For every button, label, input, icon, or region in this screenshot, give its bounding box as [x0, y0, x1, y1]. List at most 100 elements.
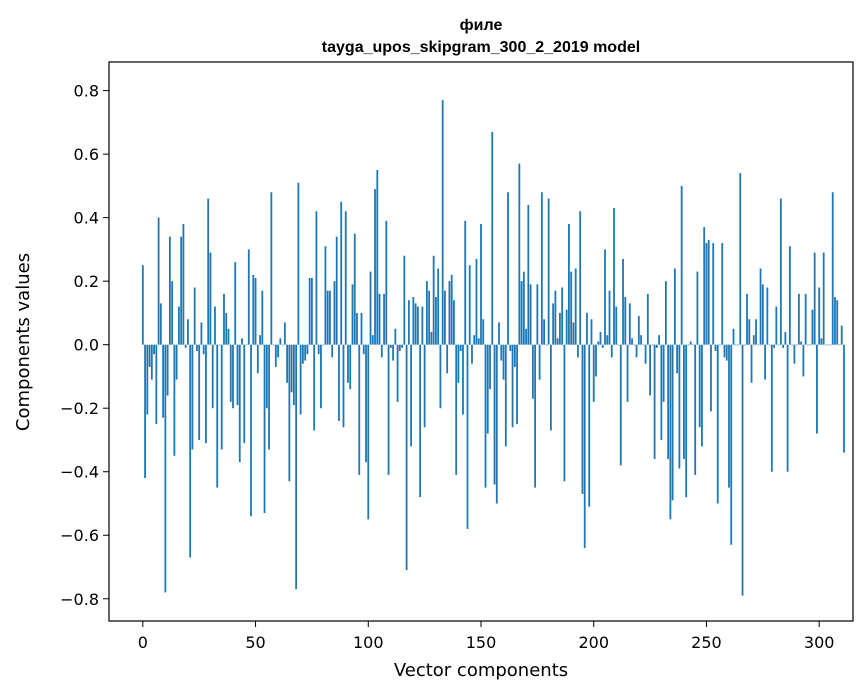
- bar: [581, 344, 584, 494]
- bar: [435, 297, 437, 345]
- bar: [394, 328, 397, 345]
- bar: [333, 281, 336, 345]
- plot-frame: [108, 61, 854, 622]
- bar: [214, 306, 216, 345]
- bar: [597, 341, 600, 345]
- bar: [234, 262, 237, 345]
- bar: [768, 344, 771, 346]
- bar: [288, 344, 291, 482]
- bar: [784, 331, 787, 345]
- bar: [306, 344, 309, 355]
- bar: [725, 344, 728, 361]
- bar: [653, 344, 656, 460]
- y-tick-label: −0.2: [60, 399, 99, 418]
- bar: [683, 344, 685, 460]
- bar: [701, 344, 703, 447]
- bar: [678, 344, 681, 469]
- bar: [644, 344, 647, 364]
- bar: [252, 274, 255, 345]
- bar: [297, 182, 300, 345]
- bar: [459, 344, 462, 352]
- bar: [563, 344, 566, 482]
- bar: [613, 208, 615, 345]
- bar: [795, 344, 798, 346]
- bar: [761, 284, 764, 345]
- bar: [146, 344, 149, 415]
- bar: [166, 344, 169, 396]
- bar: [245, 344, 248, 346]
- bar: [827, 344, 830, 346]
- bar: [669, 344, 672, 520]
- bar: [180, 236, 183, 345]
- y-axis-ticks: −0.8 −0.6 −0.4 −0.2 0.0 0.2 0.4 0.6 0.8: [60, 82, 109, 609]
- bar: [196, 344, 198, 352]
- bar: [520, 281, 523, 345]
- bar: [831, 192, 834, 345]
- bar: [529, 284, 532, 345]
- y-tick-label: 0.2: [74, 272, 99, 291]
- bar: [398, 344, 401, 352]
- bar: [491, 131, 494, 345]
- bar: [453, 300, 455, 345]
- bar: [220, 344, 223, 450]
- bar: [502, 344, 505, 380]
- bar: [741, 344, 744, 596]
- bar: [619, 344, 622, 466]
- bar: [689, 341, 692, 345]
- bar: [746, 293, 748, 345]
- bar: [606, 335, 609, 345]
- bar: [838, 344, 841, 346]
- bar: [565, 309, 568, 345]
- bar: [189, 344, 192, 558]
- bar: [822, 252, 825, 345]
- x-tick-label: 0: [138, 633, 148, 652]
- bar: [320, 344, 322, 409]
- bar: [680, 185, 683, 345]
- bar: [543, 319, 546, 345]
- bar: [595, 344, 597, 377]
- bar: [714, 344, 717, 352]
- bar: [198, 344, 201, 440]
- bar: [299, 344, 302, 415]
- bar: [168, 236, 171, 345]
- bar: [536, 284, 539, 345]
- bar: [640, 335, 642, 345]
- bar: [486, 344, 489, 434]
- bar: [322, 344, 325, 346]
- bar: [628, 303, 631, 345]
- bar: [403, 255, 406, 345]
- bar: [843, 344, 845, 453]
- bar: [791, 344, 794, 346]
- bar: [779, 198, 782, 345]
- bar: [703, 227, 706, 345]
- bar: [209, 252, 212, 345]
- bar: [730, 344, 733, 545]
- bar: [471, 344, 473, 364]
- bar: [586, 312, 588, 345]
- bar: [673, 268, 676, 345]
- bar: [482, 319, 485, 345]
- bar: [583, 344, 586, 548]
- bar: [484, 344, 487, 488]
- bar: [608, 290, 611, 345]
- bar: [651, 344, 654, 346]
- bar: [182, 223, 185, 345]
- bar: [207, 198, 210, 345]
- bar: [710, 344, 712, 412]
- bar: [175, 344, 178, 380]
- bar: [507, 192, 509, 345]
- bar: [396, 344, 399, 402]
- bar-series: [141, 100, 845, 596]
- bar: [759, 268, 762, 345]
- bar: [676, 344, 679, 374]
- bar: [782, 344, 785, 348]
- bar: [556, 338, 559, 345]
- bar: [353, 233, 356, 345]
- bar: [493, 344, 496, 485]
- bar: [263, 344, 266, 514]
- bar: [752, 335, 755, 345]
- bar: [261, 290, 264, 345]
- bar: [721, 243, 724, 345]
- bar: [410, 344, 413, 447]
- bar: [173, 344, 176, 456]
